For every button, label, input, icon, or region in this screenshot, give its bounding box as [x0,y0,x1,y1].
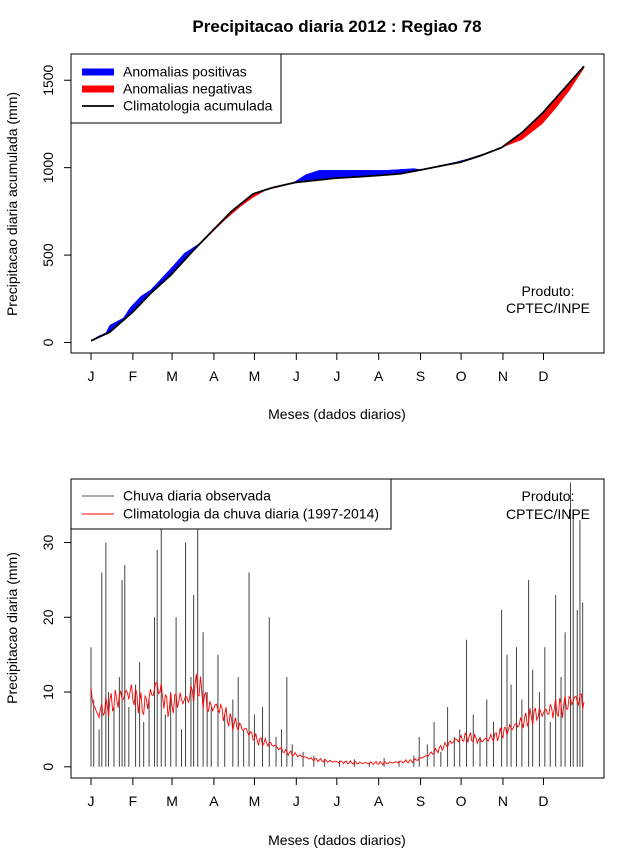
daily-y-tick-label: 30 [40,535,56,551]
cumulative-x-tick-label: S [416,368,425,384]
cumulative-x-tick-label: D [538,368,548,384]
legend-label-cumulative-climatology: Climatologia acumulada [123,98,273,114]
positive-anomaly-segment [305,173,308,182]
daily-panel: 0 10 20 30 J F M A M J J A S O N D Meses (dados diario… [4,478,605,848]
cumulative-y-axis: 0 500 1000 1500 [40,64,72,346]
cumulative-x-tick-label: M [249,368,261,384]
positive-anomaly-segment [325,170,328,180]
daily-y-tick-label: 20 [40,609,56,625]
positive-anomaly-segment [358,170,360,178]
cumulative-legend: Anomalias positivas Anomalias negativas … [70,53,282,124]
positive-anomaly-segment [313,171,316,181]
positive-anomaly-segment [335,170,338,179]
positive-anomaly-segment [310,172,313,181]
cumulative-x-tick-label: J [333,368,340,384]
positive-anomaly-segment [328,170,331,180]
daily-x-tick-label: M [166,793,178,809]
positive-anomaly-segment [346,170,348,178]
positive-anomaly-segment [329,170,332,179]
daily-y-tick-label: 0 [40,763,56,771]
positive-anomaly-segment [355,170,358,178]
cumulative-y-tick-label: 1000 [40,152,56,183]
positive-anomaly-segment [332,170,335,179]
positive-anomaly-segment [339,170,342,179]
daily-legend: Chuva diaria observada Climatologia da c… [70,478,392,530]
cumulative-y-tick-label: 500 [40,243,56,267]
legend-label-negative-anomaly: Anomalias negativas [123,81,252,97]
daily-observed-bars [90,482,584,767]
daily-y-label: Precipitacao diaria (mm) [4,552,20,704]
daily-y-tick-label: 10 [40,684,56,700]
positive-anomaly-segment [348,170,351,178]
legend-label-daily-climatology: Climatologia da chuva diaria (1997-2014) [123,506,379,522]
daily-x-tick-label: S [416,793,425,809]
daily-x-label: Meses (dados diarios) [268,832,406,848]
daily-x-tick-label: J [333,793,340,809]
positive-anomaly-segment [321,170,324,180]
daily-x-tick-label: J [293,793,300,809]
daily-legend-box [70,478,392,530]
daily-x-tick-label: O [456,793,467,809]
cumulative-x-tick-label: A [209,368,219,384]
daily-y-axis: 0 10 20 30 [40,535,72,771]
positive-anomaly-segment [336,170,339,179]
positive-anomaly-segment [331,170,333,179]
figure-title: Precipitacao diaria 2012 : Regiao 78 [192,17,481,36]
positive-anomaly-segment [333,170,336,179]
positive-anomaly-segment [323,170,325,180]
legend-label-observed-rain: Chuva diaria observada [123,488,271,504]
daily-x-tick-label: F [129,793,138,809]
cumulative-x-tick-label: J [88,368,95,384]
cumulative-product-source: CPTEC/INPE [506,300,590,316]
positive-anomaly-segment [316,170,319,181]
cumulative-x-tick-label: A [374,368,384,384]
daily-x-tick-label: A [209,793,219,809]
cumulative-x-tick-label: O [456,368,467,384]
cumulative-climatology-line [90,65,585,342]
positive-anomaly-segment [317,170,320,181]
daily-x-tick-label: A [374,793,384,809]
cumulative-x-tick-label: J [293,368,300,384]
cumulative-x-tick-label: N [498,368,508,384]
daily-climatology-line [90,673,585,766]
positive-anomaly-segment [343,170,346,178]
daily-product-label: Produto: [522,488,575,504]
positive-anomaly-segment [309,172,312,182]
positive-anomaly-segment [351,170,354,178]
positive-anomaly-segment [320,170,323,180]
cumulative-panel: 0 500 1000 1500 J F M A M J J A S O N D Meses (dados d… [4,53,605,422]
positive-anomaly-segment [352,170,355,178]
positive-anomaly-segment [350,170,352,178]
cumulative-y-tick-label: 0 [40,338,56,346]
daily-x-tick-label: N [498,793,508,809]
positive-anomaly-segment [319,170,321,181]
positive-anomaly-segment [315,170,317,181]
legend-label-positive-anomaly: Anomalias positivas [123,64,247,80]
positive-anomaly-segment [306,173,309,182]
cumulative-x-label: Meses (dados diarios) [268,406,406,422]
positive-anomaly-segment [340,170,343,179]
positive-anomaly-segment [347,170,350,178]
positive-anomaly-segment [327,170,329,180]
positive-anomaly-segment [324,170,327,180]
daily-x-tick-label: J [88,793,95,809]
positive-anomaly-segment [337,170,340,179]
daily-x-tick-label: D [538,793,548,809]
positive-anomaly-segment [342,170,344,178]
cumulative-y-label: Precipitacao diaria acumulada (mm) [4,92,20,316]
positive-anomaly-segment [356,170,359,178]
cumulative-y-tick-label: 1500 [40,64,56,95]
positive-anomaly-segment [308,173,311,182]
positive-anomaly-segment [344,170,347,178]
positive-anomaly-segment [354,170,356,178]
cumulative-x-tick-label: F [129,368,138,384]
cumulative-x-tick-label: M [166,368,178,384]
daily-x-tick-label: M [249,793,261,809]
daily-product-source: CPTEC/INPE [506,506,590,522]
positive-anomaly-segment [312,171,315,181]
cumulative-product-label: Produto: [522,283,575,299]
